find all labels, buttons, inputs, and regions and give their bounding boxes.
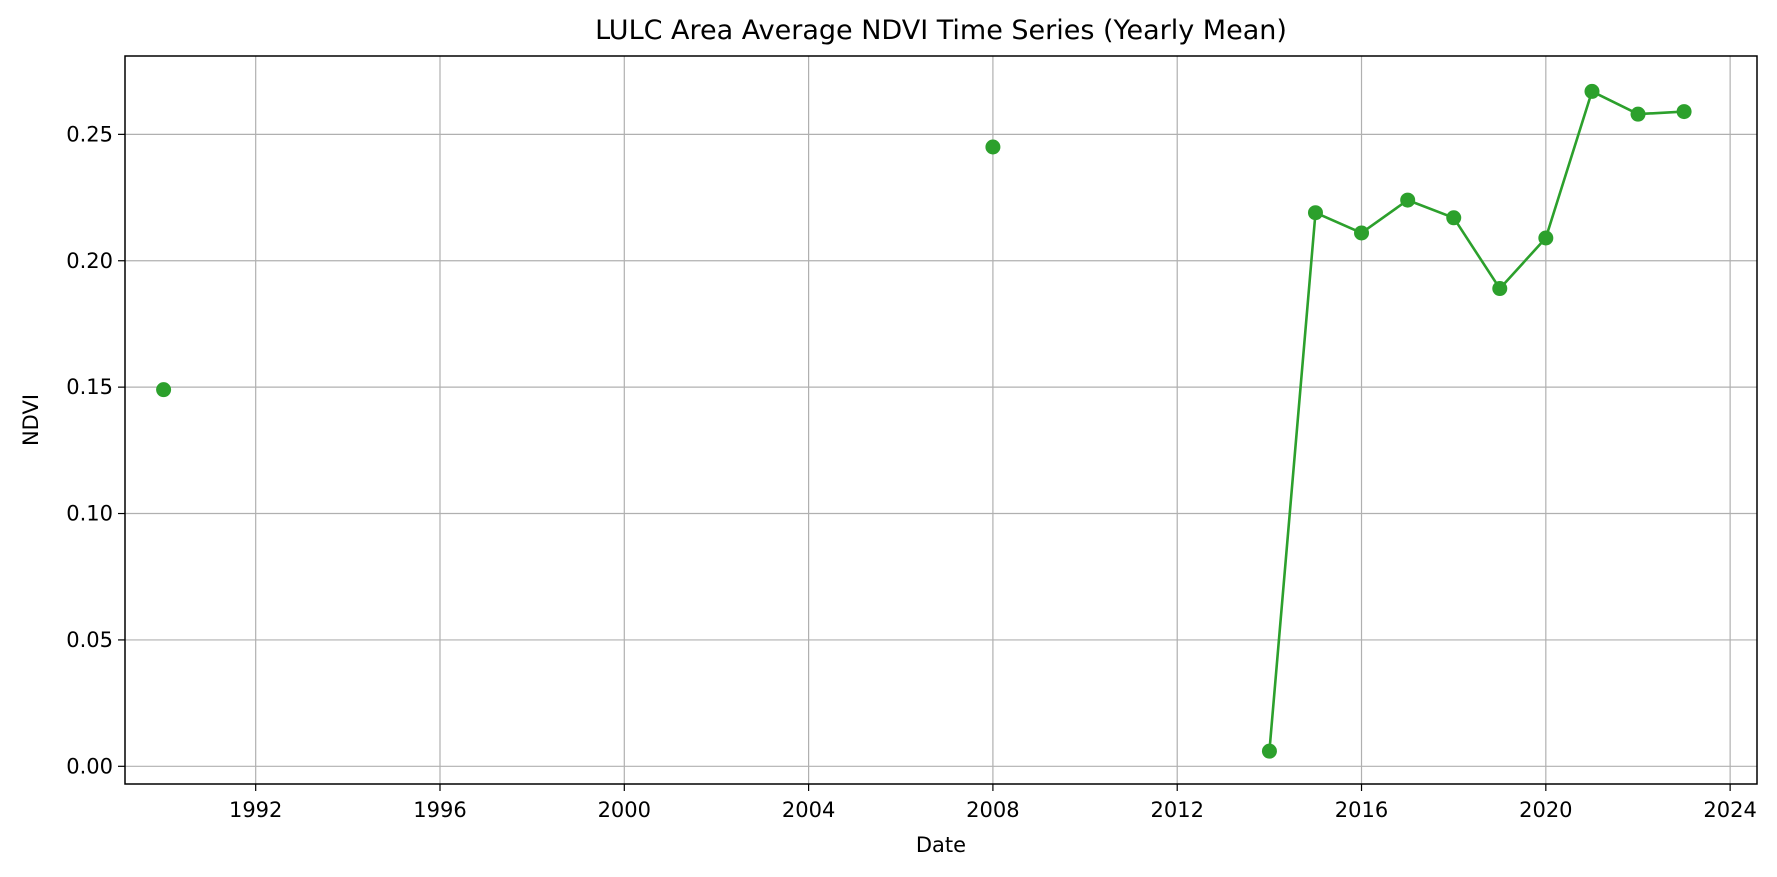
data-point (1630, 106, 1646, 122)
y-tick-label: 0.10 (66, 502, 113, 526)
x-tick-label: 2020 (1519, 798, 1572, 822)
data-point (1584, 83, 1600, 99)
y-tick-label: 0.20 (66, 249, 113, 273)
chart-title: LULC Area Average NDVI Time Series (Year… (595, 15, 1287, 46)
data-point (1307, 205, 1323, 221)
plot-background (125, 56, 1757, 784)
series-line (1268, 90, 1685, 752)
y-tick-label: 0.15 (66, 375, 113, 399)
x-tick-label: 2008 (966, 798, 1019, 822)
data-point (1492, 281, 1508, 297)
data-point (1538, 230, 1554, 246)
data-point (1261, 743, 1277, 759)
data-point (1676, 104, 1692, 120)
data-point (985, 139, 1001, 155)
x-tick-label: 2016 (1335, 798, 1388, 822)
data-point (1354, 225, 1370, 241)
y-tick-label: 0.00 (66, 754, 113, 778)
data-points (156, 83, 1692, 759)
y-axis-label: NDVI (19, 394, 43, 446)
data-point (156, 382, 172, 398)
x-tick-label: 2000 (598, 798, 651, 822)
x-tick-label: 1996 (413, 798, 466, 822)
x-tick-label: 2012 (1150, 798, 1203, 822)
x-tick-label: 1992 (229, 798, 282, 822)
series-line-layer (1268, 90, 1685, 752)
data-point (1446, 210, 1462, 226)
y-tick-label: 0.25 (66, 122, 113, 146)
axis-ticks: 1992 1996 2000 2004 2008 2012 2016 2020 2024 0.00… (66, 122, 1757, 822)
plot-frame (124, 55, 1758, 785)
y-tick-label: 0.05 (66, 628, 113, 652)
x-tick-label: 2024 (1703, 798, 1756, 822)
grid (125, 56, 1757, 784)
data-point (1400, 192, 1416, 208)
x-tick-label: 2004 (782, 798, 835, 822)
x-axis-label: Date (916, 833, 966, 857)
